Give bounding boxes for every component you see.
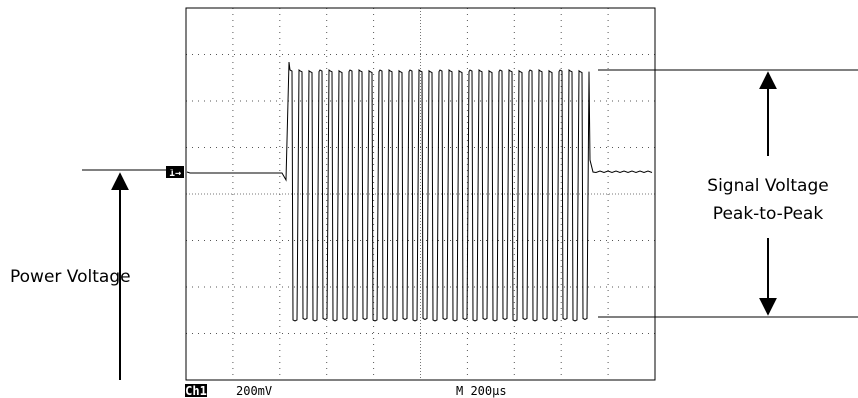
timebase-label: M 200µs — [456, 384, 507, 398]
waveform — [187, 62, 652, 321]
signal-voltage-label: Signal Voltage — [707, 176, 828, 196]
power-voltage-label: Power Voltage — [10, 267, 131, 287]
scope-diagram: 1→ Power Voltage Signal Voltage Peak-to-… — [0, 0, 858, 398]
scale-label: 200mV — [236, 384, 272, 398]
scope-grid — [186, 8, 655, 380]
channel-label: Ch1 — [185, 384, 207, 398]
peak-to-peak-label: Peak-to-Peak — [713, 204, 824, 224]
